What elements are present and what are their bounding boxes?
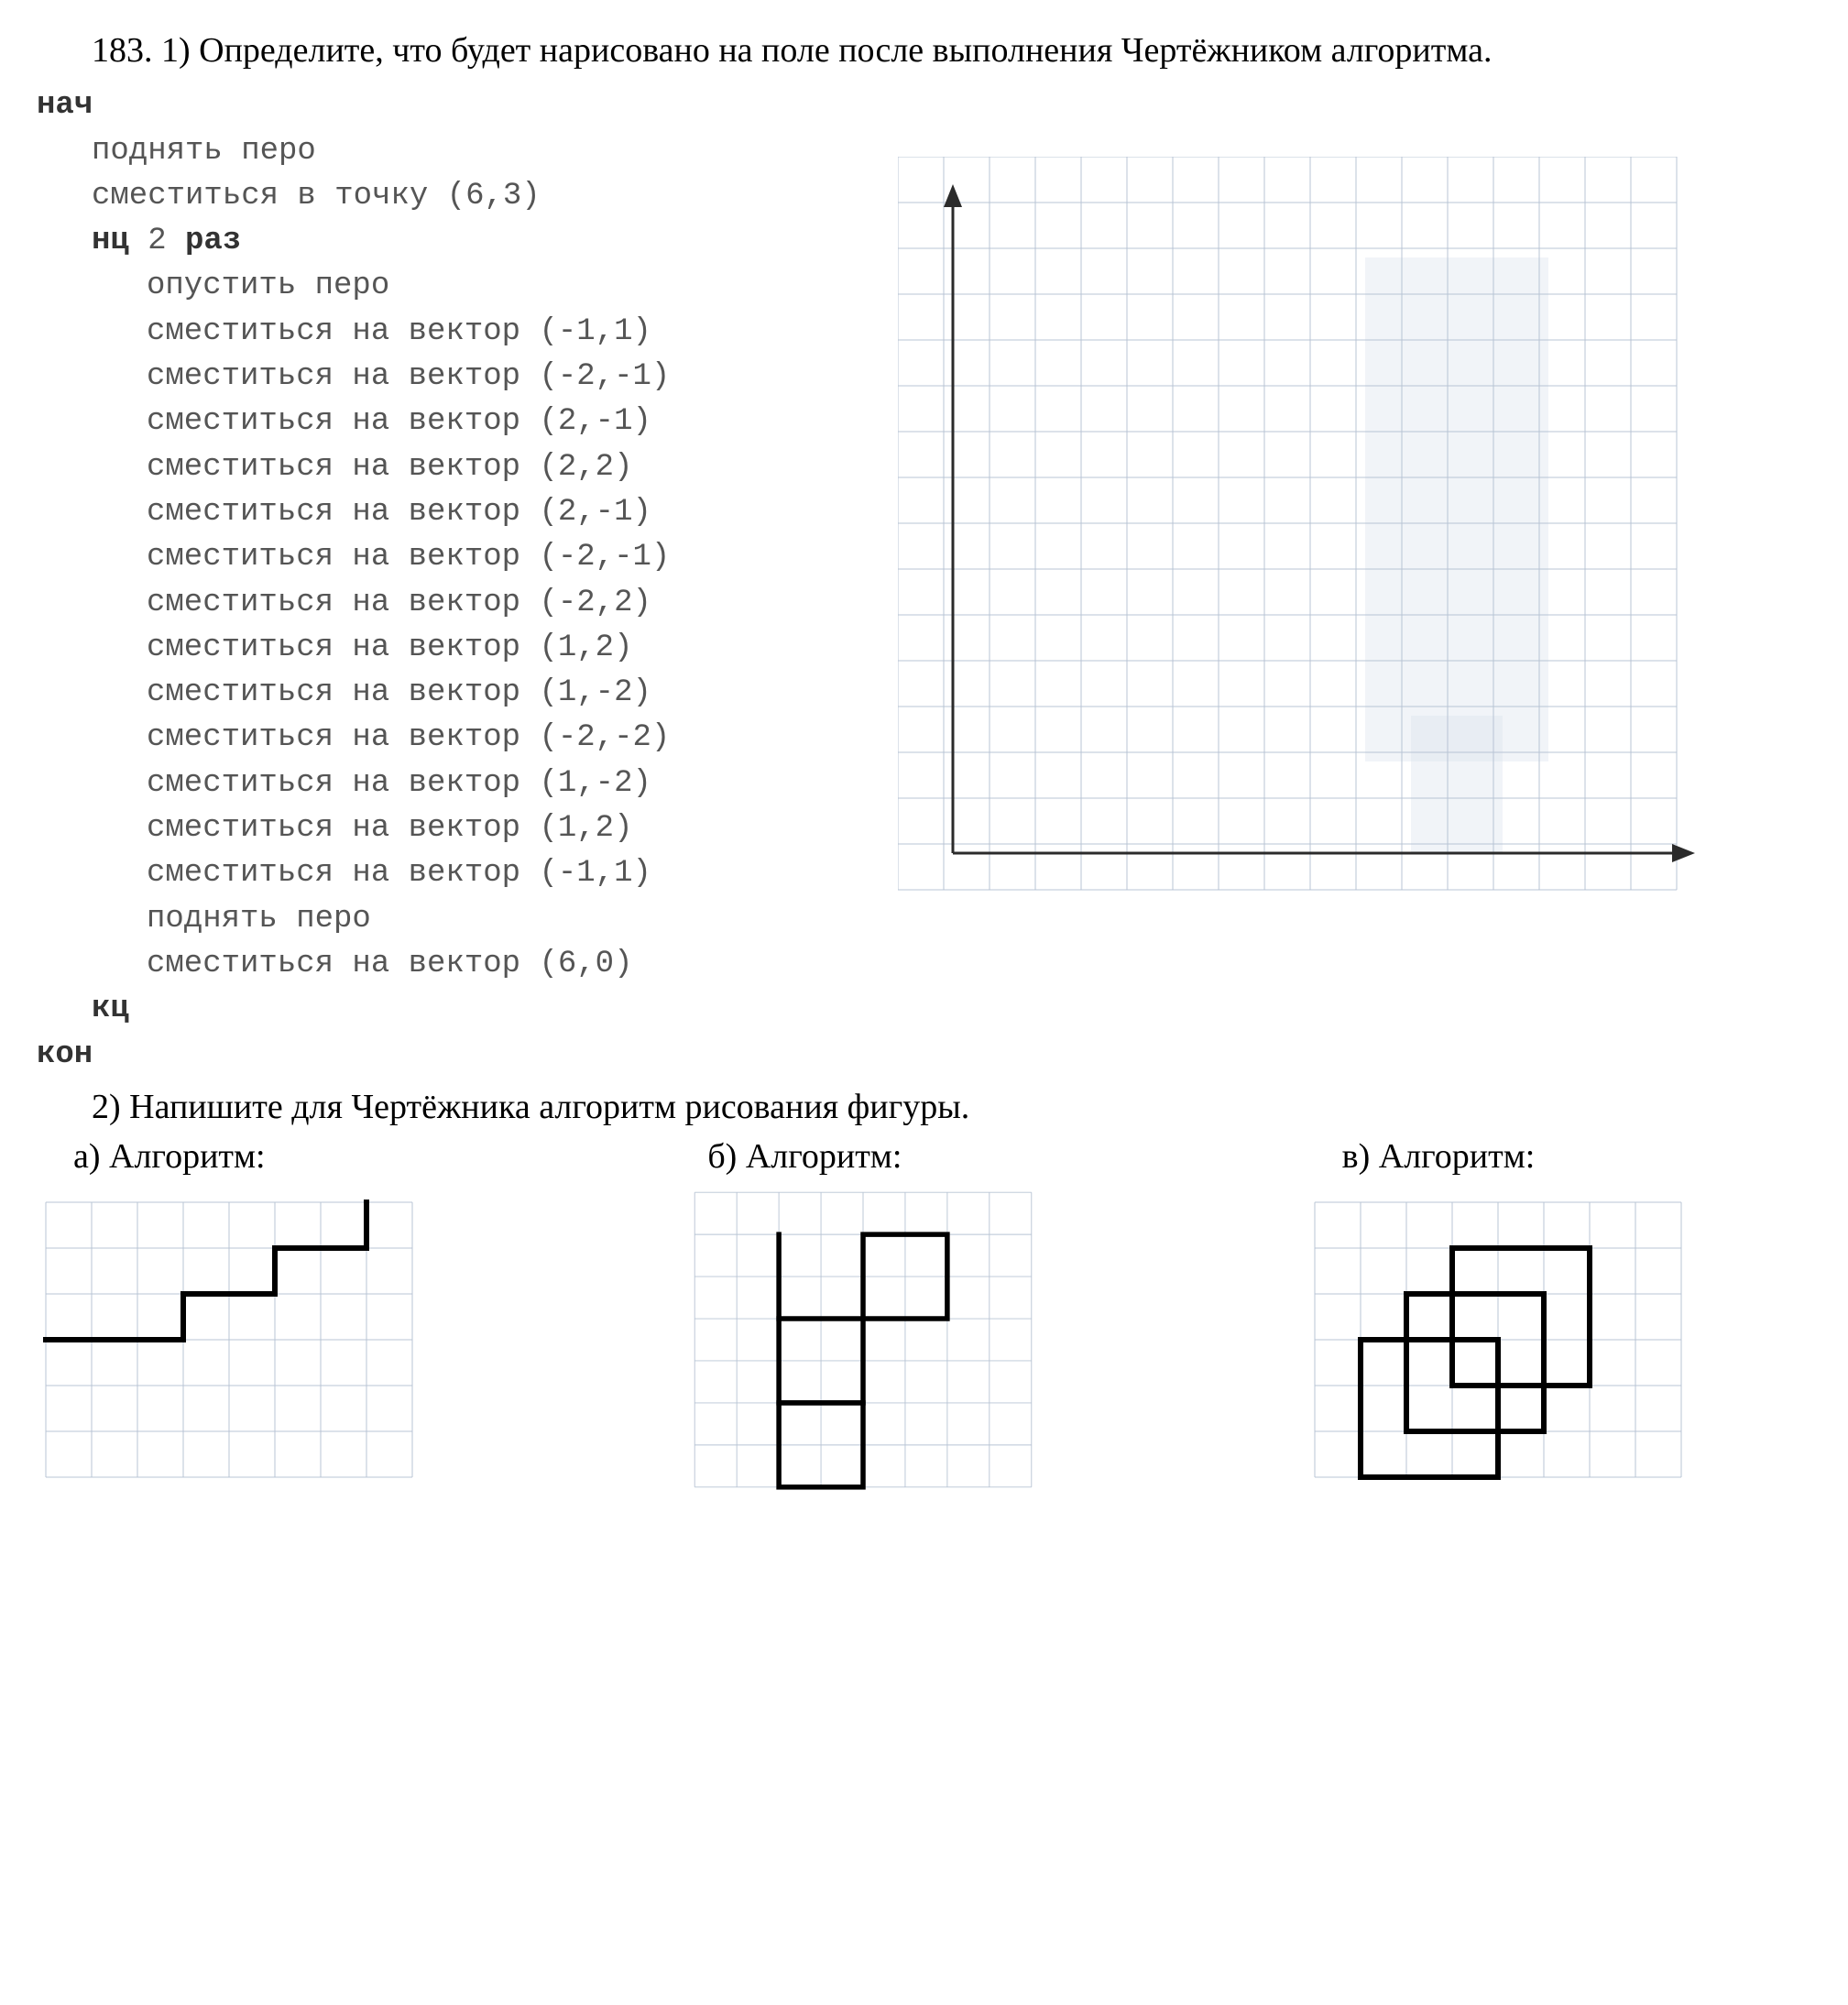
- figure-a: [37, 1184, 421, 1496]
- code-line: кон: [37, 1033, 861, 1078]
- code-line: сместиться на вектор (-2,2): [37, 581, 861, 626]
- task-num: 183.: [92, 31, 153, 70]
- code-line: сместиться на вектор (1,-2): [37, 671, 861, 716]
- code-line: сместиться в точку (6,3): [37, 174, 861, 219]
- figure-b: [671, 1184, 1055, 1496]
- code-line: поднять перо: [37, 129, 861, 174]
- code-line: сместиться на вектор (-1,1): [37, 310, 861, 355]
- code-line: сместиться на вектор (1,2): [37, 806, 861, 851]
- code-line: сместиться на вектор (6,0): [37, 942, 861, 987]
- code-line: сместиться на вектор (2,-1): [37, 490, 861, 535]
- code-line: кц: [37, 987, 861, 1032]
- algorithm-code: начподнять перосместиться в точку (6,3)н…: [37, 83, 861, 1078]
- code-line: нач: [37, 83, 861, 128]
- code-line: сместиться на вектор (-2,-1): [37, 535, 861, 580]
- coordinate-grid: [898, 157, 1704, 908]
- task-intro: 183. 1) Определите, что будет нарисовано…: [37, 27, 1811, 74]
- code-line: сместиться на вектор (-2,-2): [37, 716, 861, 761]
- task-p1: 1) Определите, что будет нарисовано на п…: [161, 31, 1493, 70]
- part-v-label: в) Алгоритм:: [1306, 1136, 1811, 1177]
- code-line: сместиться на вектор (1,-2): [37, 761, 861, 806]
- code-line: сместиться на вектор (2,-1): [37, 400, 861, 444]
- code-line: сместиться на вектор (-2,-1): [37, 355, 861, 400]
- figure-v: [1306, 1184, 1690, 1496]
- task-p2: 2) Напишите для Чертёжника алгоритм рисо…: [37, 1087, 1811, 1127]
- code-line: поднять перо: [37, 897, 861, 942]
- code-line: опустить перо: [37, 264, 861, 309]
- code-line: сместиться на вектор (-1,1): [37, 851, 861, 896]
- code-line: сместиться на вектор (1,2): [37, 626, 861, 671]
- part-a-label: а) Алгоритм:: [37, 1136, 542, 1177]
- code-line: сместиться на вектор (2,2): [37, 445, 861, 490]
- part-b-label: б) Алгоритм:: [671, 1136, 1176, 1177]
- code-line: нц 2 раз: [37, 219, 861, 264]
